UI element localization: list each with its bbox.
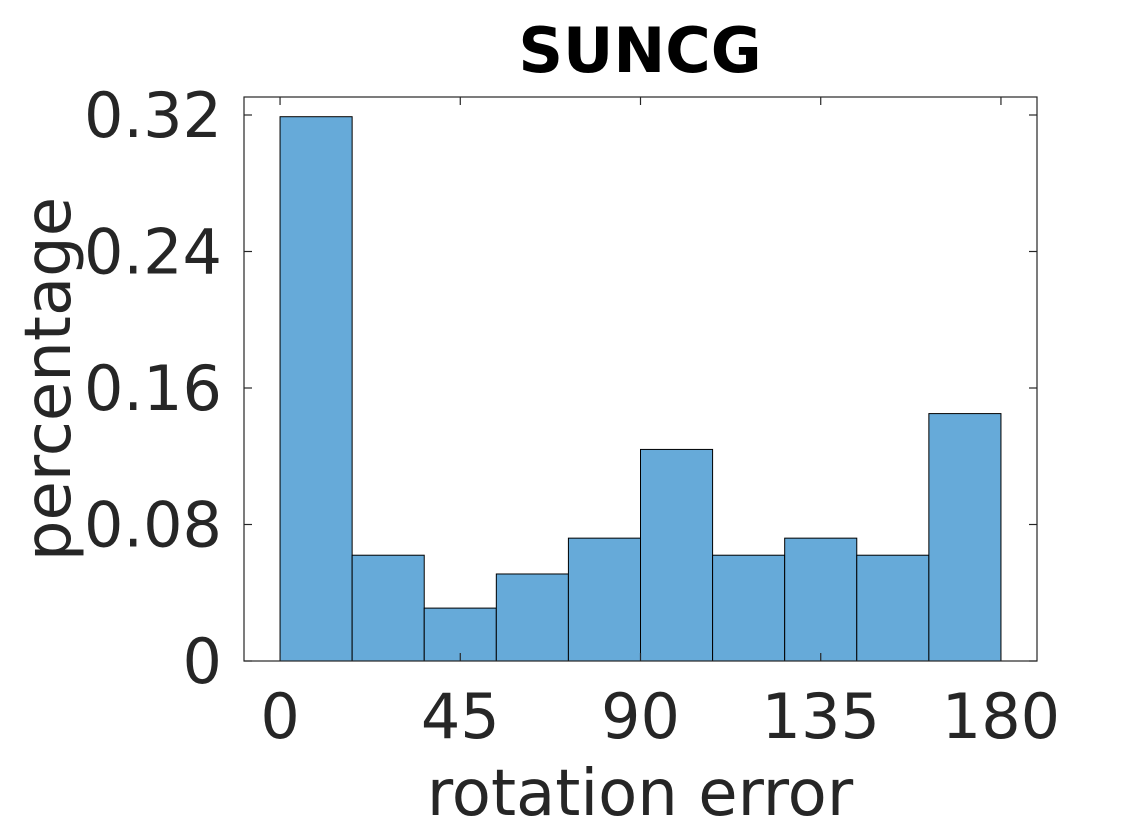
x-tick-label: 0 (260, 680, 299, 753)
histogram-bar (856, 554, 930, 662)
histogram-bar (784, 537, 858, 662)
histogram-bar (351, 554, 425, 662)
histogram-bar (640, 448, 714, 662)
histogram-bar (495, 573, 569, 662)
chart-title: SUNCG (518, 14, 761, 87)
histogram-bar (928, 413, 1002, 662)
y-tick-label: 0.08 (84, 489, 222, 562)
y-tick-label: 0.32 (84, 79, 222, 152)
bars-group (279, 116, 1002, 662)
x-tick-label: 135 (762, 680, 880, 753)
histogram-bar (712, 554, 786, 662)
histogram-bar (279, 116, 353, 662)
y-tick-label: 0.24 (84, 216, 222, 289)
x-tick-label: 45 (421, 680, 500, 753)
x-tick-label: 180 (942, 680, 1060, 753)
histogram-bar (423, 607, 497, 662)
y-axis-label: percentage (12, 197, 86, 561)
ticks-group: 0 45 90 135 180 0 0.08 0.16 0.24 0.32 (84, 79, 1060, 753)
y-tick-label: 0.16 (84, 352, 222, 425)
x-axis-label: rotation error (427, 757, 854, 831)
x-tick-label: 90 (601, 680, 680, 753)
histogram-bar (567, 537, 642, 662)
y-tick-label: 0 (183, 625, 222, 698)
